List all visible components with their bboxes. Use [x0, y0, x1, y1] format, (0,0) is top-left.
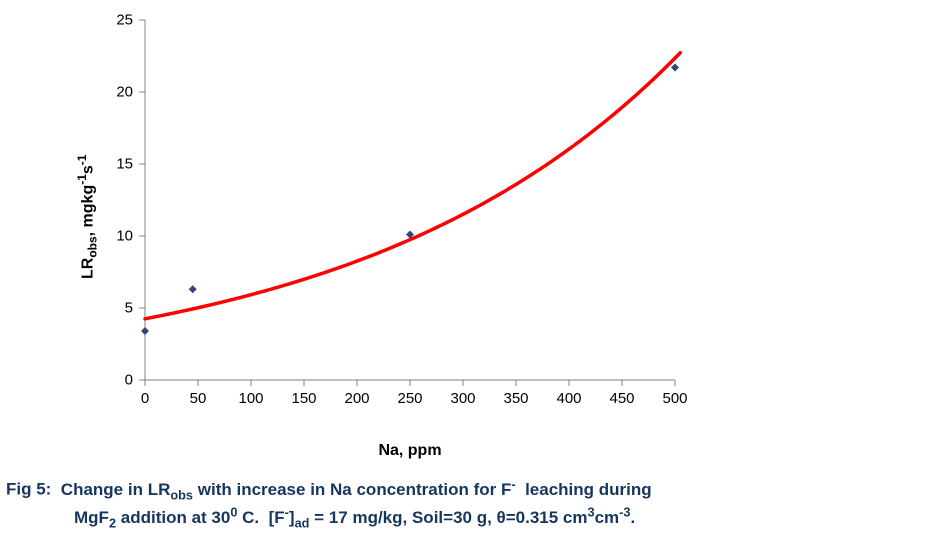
caption-prefix: Fig 5: — [6, 480, 51, 499]
caption-line2: MgF2 addition at 300 C. [F-]ad = 17 mg/k… — [74, 508, 635, 527]
plot-area — [145, 20, 675, 380]
x-tick-label: 200 — [344, 390, 369, 407]
figure-caption: Fig 5: Change in LRobs with increase in … — [6, 475, 941, 532]
x-tick-label: 250 — [397, 390, 422, 407]
figure-container: { "chart": { "type": "scatter-with-fit",… — [0, 0, 947, 546]
y-tick-label: 5 — [125, 300, 133, 317]
y-tick-label: 20 — [116, 84, 133, 101]
x-axis-title: Na, ppm — [378, 442, 441, 460]
x-tick-label: 50 — [190, 390, 207, 407]
x-tick-label: 300 — [450, 390, 475, 407]
x-tick-label: 450 — [609, 390, 634, 407]
chart-svg — [145, 20, 675, 380]
fit-curve — [145, 53, 680, 319]
data-point — [189, 285, 197, 293]
x-tick-label: 400 — [556, 390, 581, 407]
data-point — [671, 64, 679, 72]
y-tick-label: 10 — [116, 228, 133, 245]
data-point — [141, 327, 149, 335]
y-tick-label: 25 — [116, 12, 133, 29]
x-tick-label: 500 — [662, 390, 687, 407]
x-tick-label: 350 — [503, 390, 528, 407]
x-tick-label: 150 — [291, 390, 316, 407]
caption-line1: Change in LRobs with increase in Na conc… — [61, 480, 652, 499]
y-tick-label: 0 — [125, 372, 133, 389]
y-axis-title: LRobs, mgkg-1s-1 — [75, 155, 100, 279]
x-tick-label: 0 — [141, 390, 149, 407]
y-tick-label: 15 — [116, 156, 133, 173]
x-tick-label: 100 — [238, 390, 263, 407]
